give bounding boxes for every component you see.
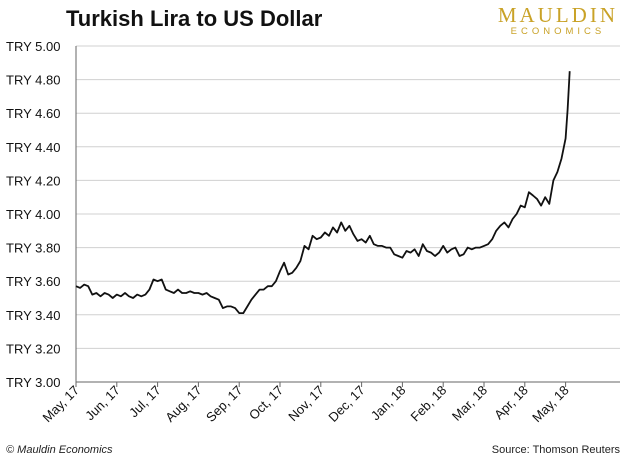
y-tick-label: TRY 4.80 [6,73,60,88]
chart-title: Turkish Lira to US Dollar [66,6,323,31]
y-tick-label: TRY 3.20 [6,341,60,356]
y-tick-label: TRY 3.80 [6,241,60,256]
series-line-try-usd [75,71,571,315]
logo-sub-text: ECONOMICS [510,26,606,37]
copyright-note: © Mauldin Economics [6,444,113,456]
x-tick-label: Dec, 17 [325,383,367,425]
x-tick-label: Sep, 17 [203,383,245,425]
y-tick-label: TRY 4.40 [6,140,60,155]
series-group [75,71,571,315]
y-tick-label: TRY 3.60 [6,274,60,289]
y-tick-label: TRY 3.00 [6,375,60,390]
y-tick-label: TRY 3.40 [6,308,60,323]
x-tick-label: Oct, 17 [246,383,286,423]
x-tick-label: Jan, 18 [368,383,409,424]
x-tick-label: Aug, 17 [162,383,204,425]
y-tick-label: TRY 4.20 [6,173,60,188]
x-tick-label: Jul, 17 [126,383,164,421]
x-tick-label: May, 18 [529,383,572,426]
x-tick-label: Jun, 17 [82,383,123,424]
y-tick-label: TRY 5.00 [6,39,60,54]
x-tick-label: Nov, 17 [285,383,327,425]
logo-main-text: MAULDIN [497,3,618,27]
x-tick-label: Apr, 18 [491,383,531,423]
grid-lines [76,45,620,349]
x-tick-label: Feb, 18 [408,383,450,425]
y-axis-ticks: TRY 3.00 TRY 3.20 TRY 3.40 TRY 3.60 TRY 3.80… [6,39,60,390]
y-tick-label: TRY 4.60 [6,106,60,121]
axes [75,46,620,383]
source-note: Source: Thomson Reuters [491,444,620,456]
x-tick-label: Mar, 18 [449,383,490,424]
mauldin-economics-logo: MAULDIN ECONOMICS [498,4,618,37]
y-tick-label: TRY 4.00 [6,207,60,222]
